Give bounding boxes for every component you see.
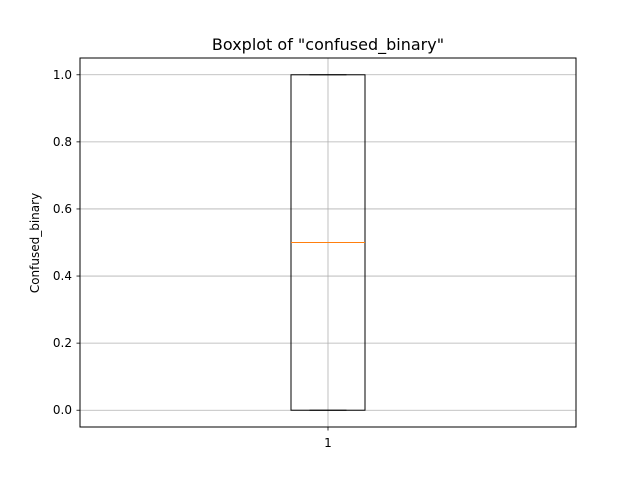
y-tick-label: 0.6 — [53, 202, 72, 216]
x-tick-label: 1 — [324, 436, 332, 450]
y-tick-label: 1.0 — [53, 68, 72, 82]
y-tick-label: 0.8 — [53, 135, 72, 149]
chart-title: Boxplot of "confused_binary" — [212, 35, 444, 55]
y-tick-label: 0.4 — [53, 269, 72, 283]
y-tick-label: 0.2 — [53, 336, 72, 350]
y-axis-label: Confused_binary — [28, 193, 42, 293]
x-ticks: 1 — [324, 427, 332, 450]
box-layer — [290, 74, 366, 411]
y-tick-label: 0.0 — [53, 403, 72, 417]
y-ticks: 0.0 0.2 0.4 0.6 0.8 1.0 — [53, 68, 80, 417]
